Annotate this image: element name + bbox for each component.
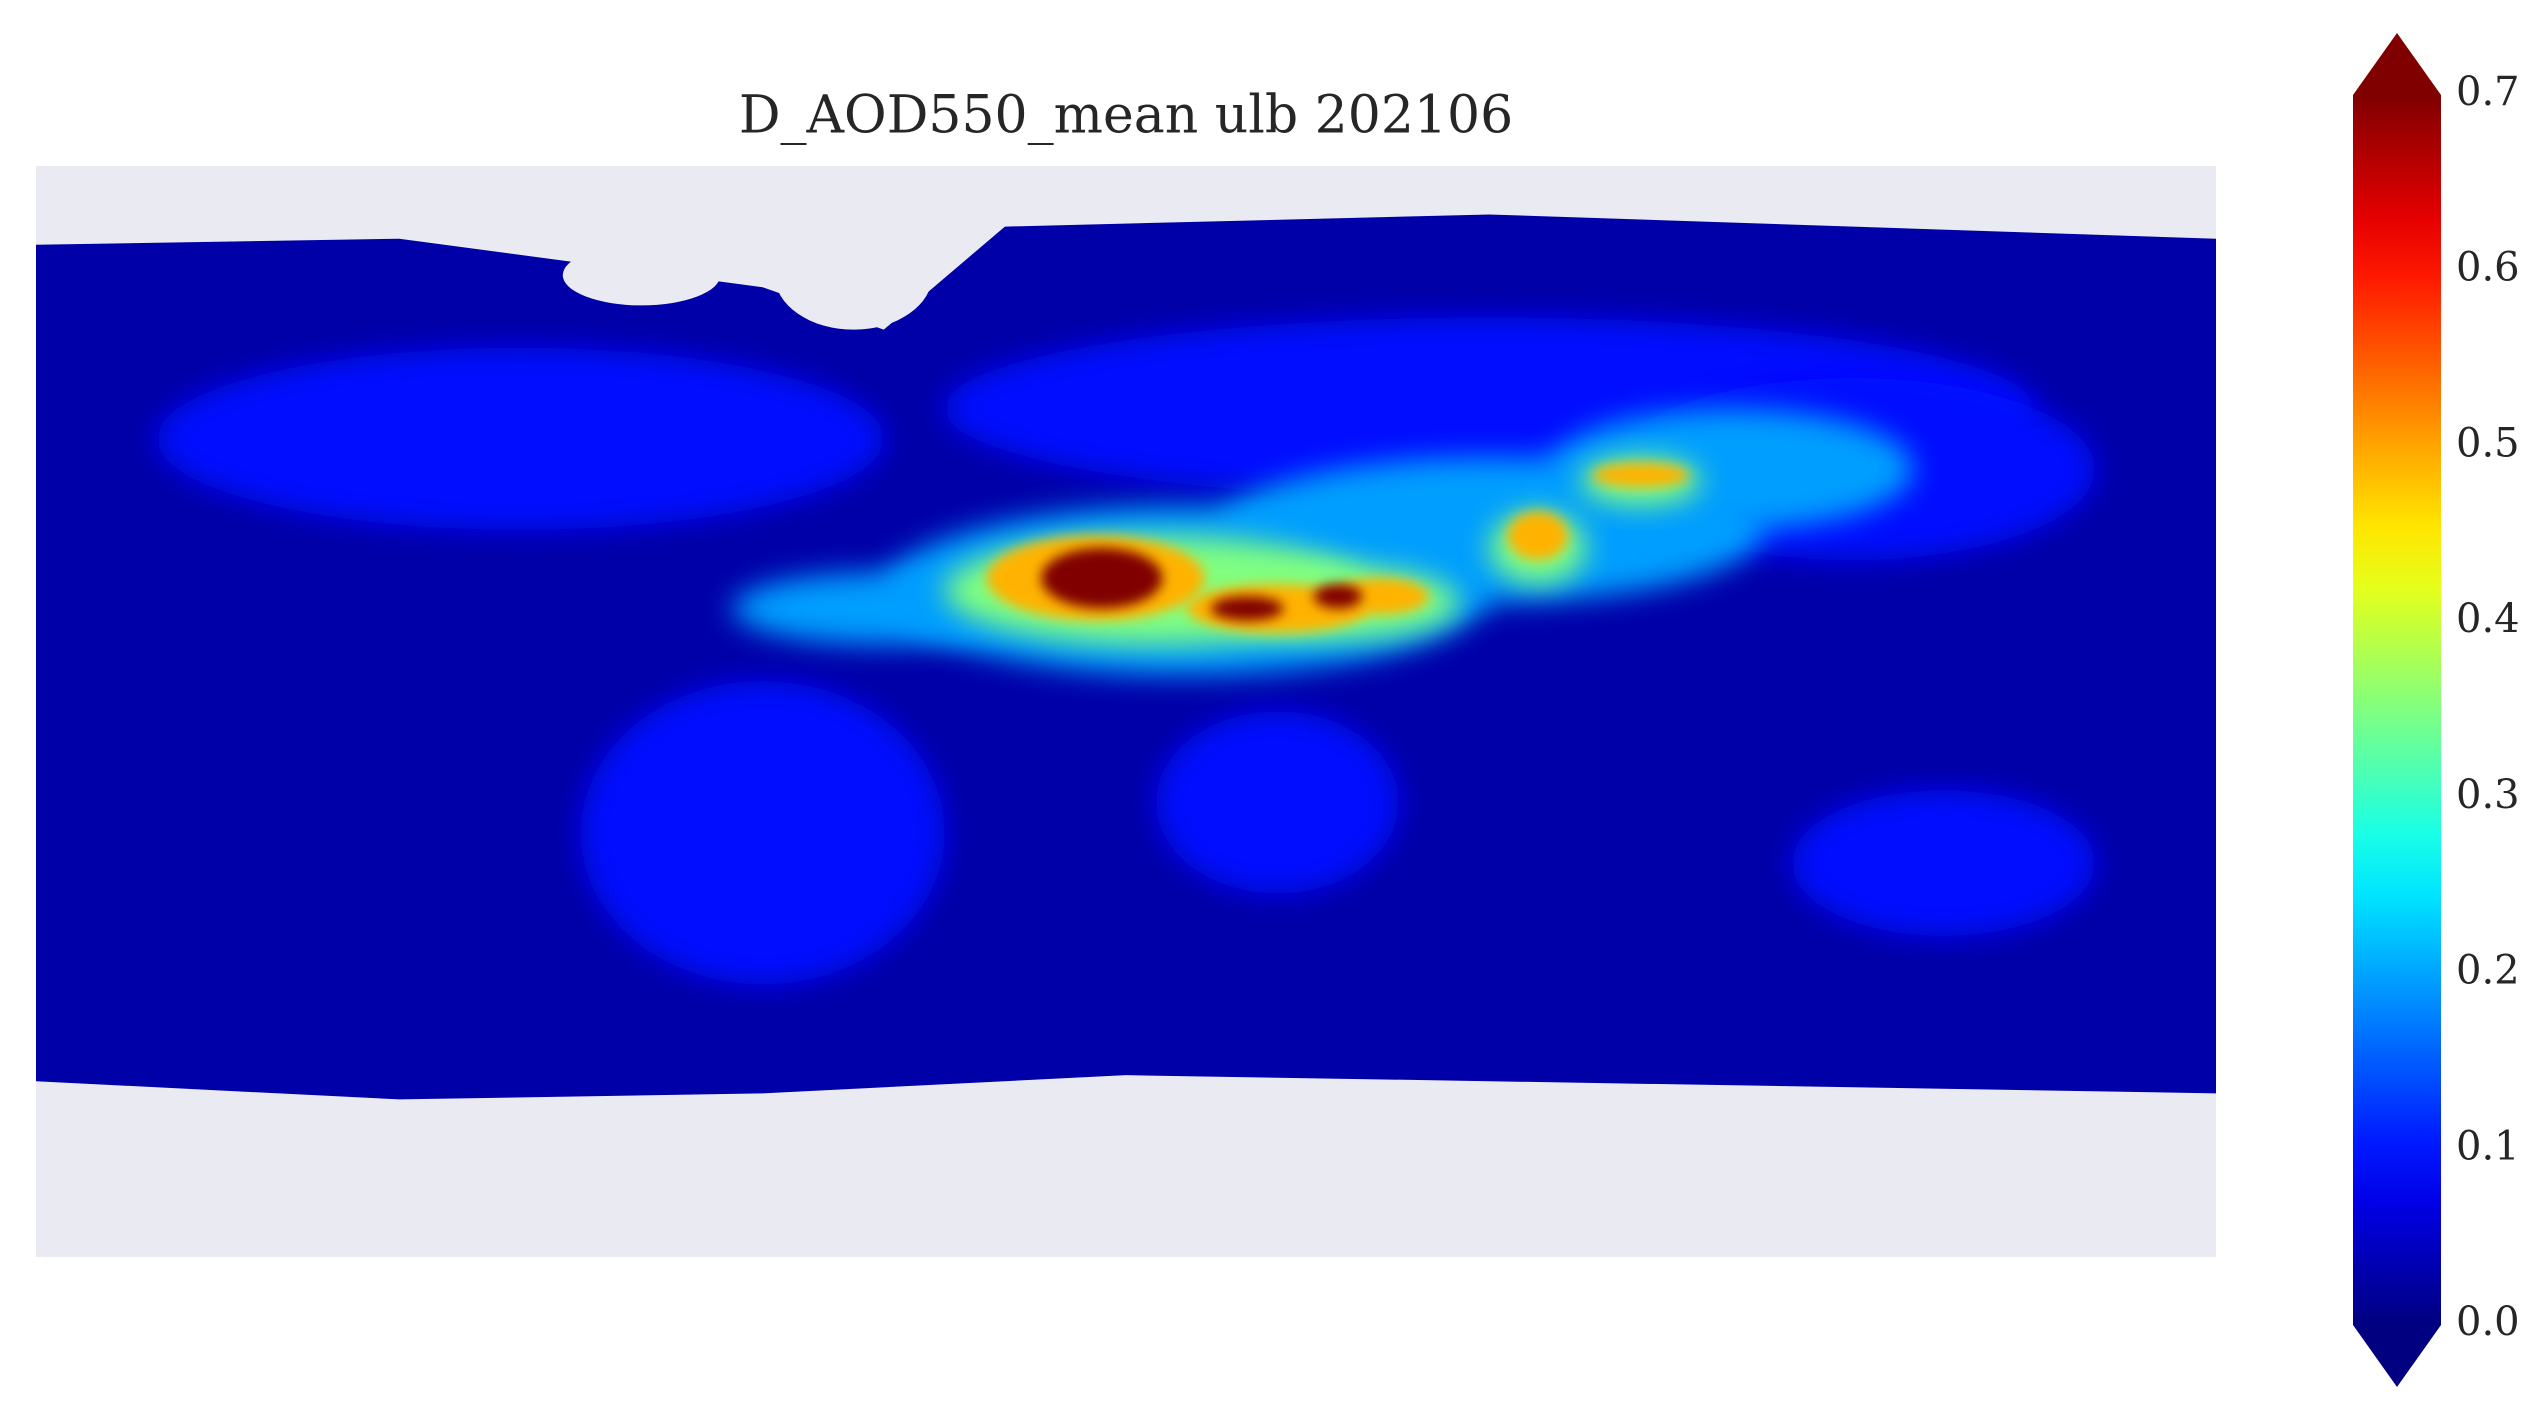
aerosol-region xyxy=(1592,462,1690,488)
aerosol-field xyxy=(156,317,2096,985)
colorbar-tick-label: 0.3 xyxy=(2456,772,2520,818)
colorbar-gradient xyxy=(2353,95,2441,1325)
aerosol-region xyxy=(1156,711,1399,894)
no-data xyxy=(36,1099,2216,1257)
aerosol-region xyxy=(1792,790,2095,936)
aerosol-region xyxy=(1210,596,1284,621)
no-data xyxy=(562,244,721,306)
colorbar: 0.0 0.1 0.2 0.3 0.4 0.5 0.6 0.7 xyxy=(2353,33,2520,1387)
colorbar-extend-max xyxy=(2353,33,2441,95)
aerosol-region xyxy=(1507,511,1569,560)
aerosol-region xyxy=(1331,578,1429,615)
colorbar-tick-label: 0.4 xyxy=(2456,596,2520,642)
aerosol-region xyxy=(580,681,945,985)
colorbar-tick-label: 0.0 xyxy=(2456,1299,2520,1345)
aerosol-region xyxy=(1041,547,1163,609)
colorbar-tick-label: 0.5 xyxy=(2456,420,2520,466)
colorbar-tick-label: 0.2 xyxy=(2456,948,2520,994)
aerosol-region xyxy=(156,347,885,530)
map xyxy=(36,166,2216,1257)
colorbar-tick-label: 0.6 xyxy=(2456,245,2520,291)
colorbar-extend-min xyxy=(2353,1325,2441,1387)
colorbar-tick-label: 0.1 xyxy=(2456,1123,2520,1169)
aerosol-region xyxy=(1313,584,1363,609)
no-data xyxy=(774,220,933,330)
colorbar-tick-label: 0.7 xyxy=(2456,69,2520,115)
chart-title: D_AOD550_mean ulb 202106 xyxy=(739,86,1513,146)
